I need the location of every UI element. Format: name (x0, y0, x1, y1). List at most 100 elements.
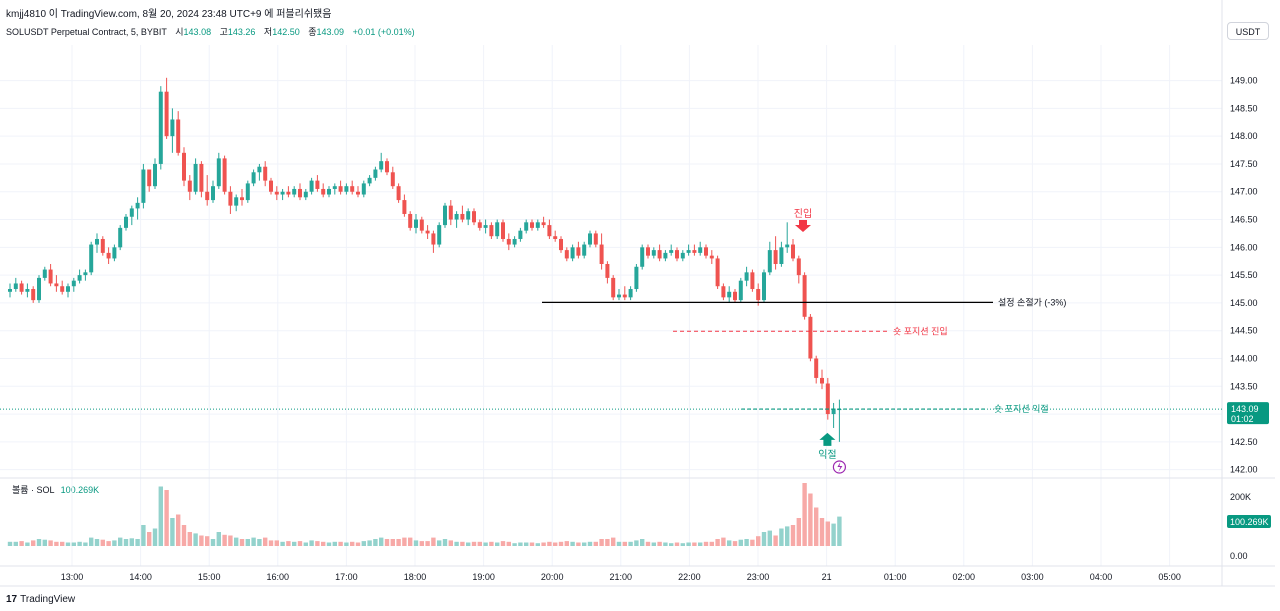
volume-bar (761, 532, 767, 546)
candle-body (414, 219, 418, 228)
candle-body (89, 244, 94, 273)
volume-bar (756, 536, 761, 546)
volume-bar (489, 541, 494, 546)
footer-brand[interactable]: 17 TradingView (6, 594, 75, 605)
volume-bar (448, 540, 453, 546)
candle-body (820, 377, 824, 384)
candle-body (773, 250, 778, 264)
volume-tick-label: 0.00 (1230, 551, 1248, 561)
volume-bar (553, 542, 558, 546)
candle-body (25, 289, 30, 292)
candle-body (373, 169, 378, 178)
candle-body (454, 213, 459, 220)
volume-bar (89, 537, 94, 546)
time-tick-label: 21:00 (610, 572, 633, 582)
candle-body (588, 233, 592, 245)
candle-body (95, 238, 99, 245)
grid (0, 0, 1275, 587)
volume-bar (239, 539, 245, 546)
entry-marker-label: 진입 (794, 207, 812, 220)
lightning-bolt-icon (837, 462, 843, 472)
candle-body (303, 191, 308, 198)
volume-bar (744, 539, 749, 546)
candle-body (553, 236, 558, 239)
exit-arrow-icon (819, 432, 836, 446)
candle-body (727, 291, 732, 298)
volume-bar (367, 540, 372, 546)
volume-bar (471, 541, 477, 546)
candle-body (8, 289, 12, 292)
volume-bar (176, 514, 181, 546)
time-tick-label: 14:00 (129, 572, 152, 582)
volume-bar (790, 525, 796, 546)
volume-bar (280, 541, 285, 546)
volume-bar (732, 541, 738, 546)
volume-bar (721, 537, 726, 546)
volume-bar (199, 535, 204, 546)
candle-body (425, 230, 430, 234)
volume-bar (263, 537, 268, 546)
candle-body (796, 258, 801, 276)
symbol-name[interactable]: SOLUSDT Perpetual Contract, 5, BYBIT (6, 27, 167, 37)
volume-bar (750, 539, 755, 546)
candle-body (715, 258, 720, 287)
volume-bar (727, 540, 732, 546)
candle-body (547, 225, 552, 237)
candle-body (779, 247, 784, 264)
volume-bar (454, 541, 459, 546)
price-tick-label: 144.50 (1230, 326, 1258, 336)
candle-body (164, 91, 169, 137)
last-price-value: 143.09 (1231, 404, 1259, 414)
candle-body (228, 191, 233, 206)
volume-bar (65, 542, 71, 546)
volume-bar (251, 537, 256, 546)
candle-body (541, 222, 546, 226)
candle-body (309, 180, 314, 192)
volume-bar (576, 542, 581, 546)
volume-bar (593, 541, 598, 546)
volume-bar (564, 541, 569, 546)
volume-bar (309, 540, 314, 546)
candle-body (321, 188, 326, 195)
time-tick-label: 16:00 (267, 572, 290, 582)
volume-bar (437, 540, 442, 546)
candle-body (825, 383, 830, 415)
last-volume-tag (1227, 515, 1271, 528)
volume-bar (297, 541, 303, 546)
candle-body (356, 191, 360, 195)
candle-body (379, 161, 384, 170)
price-tick-label: 146.50 (1230, 215, 1258, 225)
volume-bar (123, 539, 129, 546)
candle-body (518, 230, 523, 239)
candle-body (704, 247, 708, 256)
candle-body (112, 247, 117, 259)
candle-body (135, 202, 140, 209)
volume-bar (42, 539, 47, 546)
volume-bar (181, 525, 187, 546)
volume-bar (814, 507, 819, 546)
candle-body (646, 247, 650, 256)
candle-body (263, 166, 268, 181)
candle-body (77, 275, 82, 281)
currency-button[interactable]: USDT (1227, 22, 1269, 40)
volume-bar (819, 518, 825, 546)
volume-bar (692, 542, 697, 546)
candle-body (437, 225, 442, 245)
time-tick-label: 23:00 (747, 572, 770, 582)
candle-body (692, 250, 697, 253)
volume-bar (535, 543, 540, 546)
candle-body (535, 222, 540, 228)
candle-body (286, 191, 291, 195)
volume-bar (616, 541, 622, 546)
candle-body (808, 316, 813, 359)
volume-bar (100, 539, 105, 546)
volume-bar (622, 541, 627, 546)
candle-body (31, 289, 36, 301)
candle-body (744, 272, 749, 281)
volume-bar (106, 541, 111, 546)
volume-bar (350, 541, 355, 546)
volume-value: 100.269K (60, 485, 100, 495)
time-tick-label: 19:00 (472, 572, 495, 582)
volume-bar (686, 542, 691, 546)
